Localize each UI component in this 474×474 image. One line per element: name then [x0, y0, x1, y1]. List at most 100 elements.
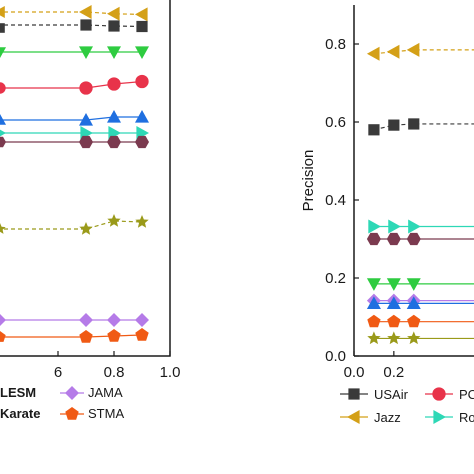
- left-x-tick-label: 6: [54, 364, 62, 381]
- left-point-triangle-up: [79, 113, 93, 126]
- left-edge-point-circle: [0, 82, 6, 94]
- left-point-hexagon: [107, 135, 121, 149]
- right-legend-marker-triangle-right: [433, 410, 446, 424]
- left-edge-point-triangle-down: [0, 47, 6, 58]
- left-plot-frame: [0, 0, 171, 357]
- right-legend-marker-circle: [432, 387, 446, 401]
- left-series-triangle-down: [0, 46, 149, 59]
- left-edge-point-triangle-up: [0, 114, 6, 125]
- right-legend-marker-triangle-left: [347, 410, 360, 424]
- left-series-line: [0, 24, 143, 28]
- right-point-triangle-left: [366, 46, 380, 61]
- right-legend: USAir PC Jazz Ro: [340, 387, 474, 425]
- right-legend-marker-square: [348, 388, 360, 400]
- left-x-tick-label: 1.0: [160, 364, 181, 381]
- right-legend-label: Ro: [459, 410, 474, 425]
- right-point-triangle-up: [406, 296, 421, 309]
- right-point-triangle-down: [386, 278, 401, 291]
- left-chart-panel: 6 0.8 1.0: [0, 0, 180, 381]
- right-point-triangle-right: [408, 219, 421, 234]
- right-series-line: [373, 123, 474, 131]
- left-legend-item: Karate: [0, 406, 40, 421]
- right-point-triangle-right: [368, 219, 381, 234]
- right-point-square: [368, 124, 380, 136]
- right-legend-label: USAir: [374, 387, 409, 402]
- left-point-square: [136, 20, 148, 33]
- right-y-tick-label: 0.4: [325, 192, 346, 209]
- right-point-triangle-up: [386, 296, 401, 309]
- left-series-line: [0, 80, 143, 89]
- left-edge-point-triangle-right: [0, 129, 6, 137]
- left-edge-point-diamond: [0, 314, 6, 326]
- right-point-square: [408, 118, 420, 130]
- left-legend-label: Karate: [0, 406, 40, 421]
- right-series-triangle-right: [368, 219, 474, 234]
- left-point-triangle-left: [79, 5, 92, 19]
- right-legend-item: USAir: [340, 387, 409, 402]
- left-point-square: [80, 19, 92, 31]
- left-point-hexagon: [135, 135, 149, 149]
- left-point-triangle-up: [107, 110, 121, 123]
- right-point-pentagon: [407, 314, 421, 328]
- left-series-line: [0, 11, 143, 15]
- right-point-square: [388, 119, 400, 131]
- right-legend-item: Jazz: [340, 410, 401, 425]
- left-legend-label: STMA: [88, 406, 124, 421]
- left-point-star: [135, 215, 149, 228]
- right-point-star: [387, 331, 401, 345]
- right-series-hexagon: [366, 232, 474, 246]
- right-series-star: [367, 331, 474, 345]
- left-point-triangle-left: [135, 7, 148, 22]
- left-legend: LESM JAMA Karate STMA: [0, 385, 124, 421]
- right-y-axis-title: Precision: [300, 150, 317, 212]
- right-point-hexagon: [406, 232, 421, 246]
- left-edge-point-triangle-left: [0, 6, 5, 18]
- right-series-square: [368, 118, 474, 136]
- right-chart-panel: 0.0 0.2 0.4 0.6 0.8 0.0 0.2 Precision: [300, 5, 474, 381]
- left-series-triangle-right: [0, 126, 149, 140]
- left-point-circle: [107, 77, 121, 91]
- left-point-pentagon: [135, 328, 149, 341]
- right-legend-label: Jazz: [374, 410, 401, 425]
- left-series-hexagon: [0, 135, 149, 149]
- right-legend-item: PC: [425, 387, 474, 402]
- right-series-diamond: [366, 293, 474, 308]
- left-point-triangle-down: [79, 46, 93, 59]
- left-point-square: [108, 20, 120, 32]
- left-legend-item: JAMA: [60, 385, 123, 400]
- left-point-circle: [135, 74, 149, 89]
- left-point-triangle-down: [135, 46, 149, 59]
- right-point-triangle-right: [388, 219, 401, 234]
- left-point-diamond: [135, 313, 149, 327]
- left-series-star: [0, 214, 149, 235]
- left-point-diamond: [79, 313, 93, 327]
- right-point-pentagon: [367, 314, 381, 328]
- right-legend-label: PC: [459, 387, 474, 402]
- right-y-tick-label: 0.0: [325, 348, 346, 365]
- right-series-triangle-left: [366, 42, 474, 61]
- right-series-triangle-down: [366, 278, 474, 291]
- left-series-square: [0, 19, 148, 33]
- left-edge-point-square: [0, 23, 5, 33]
- right-series-line: [373, 49, 474, 55]
- left-legend-item: STMA: [60, 406, 124, 421]
- left-legend-label: LESM: [0, 385, 36, 400]
- right-point-triangle-down: [366, 278, 381, 291]
- left-series-line: [0, 116, 142, 121]
- right-series-triangle-up: [366, 296, 474, 309]
- left-series-pentagon: [0, 328, 149, 343]
- left-point-hexagon: [79, 135, 93, 149]
- left-edge-point-hexagon: [0, 136, 6, 148]
- right-point-triangle-up: [366, 296, 381, 309]
- left-series-circle: [0, 74, 149, 95]
- left-point-pentagon: [107, 329, 121, 342]
- left-point-triangle-left: [107, 6, 120, 21]
- left-point-circle: [79, 81, 93, 95]
- right-x-tick-label: 0.2: [383, 364, 404, 381]
- right-x-tick-label: 0.0: [344, 364, 365, 381]
- left-legend-label: JAMA: [88, 385, 123, 400]
- left-series-line: [0, 220, 143, 230]
- left-edge-point-pentagon: [0, 331, 6, 342]
- left-legend-item: LESM: [0, 385, 36, 400]
